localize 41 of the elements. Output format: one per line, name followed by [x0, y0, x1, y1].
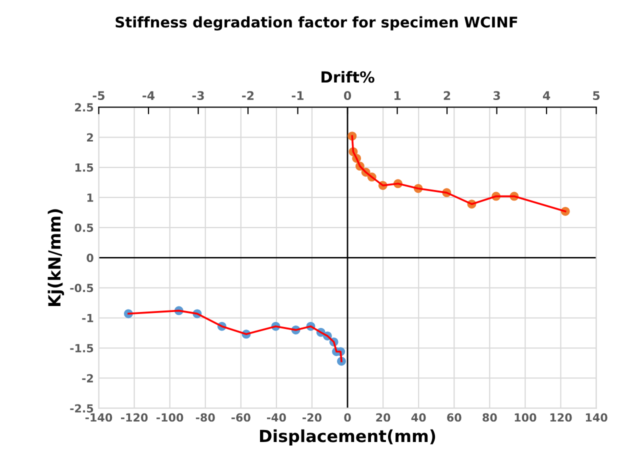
- x-tick-label: 20: [376, 413, 390, 422]
- y-tick-label: 2: [87, 133, 93, 142]
- x2-tick-label: 4: [542, 91, 550, 100]
- x-tick-label: -20: [302, 413, 322, 422]
- x-tick-label: 80: [482, 413, 497, 422]
- y-tick-label: -2.5: [70, 404, 94, 413]
- y-tick-label: 0: [86, 254, 94, 262]
- x2-tick-label: 1: [394, 91, 401, 100]
- y-tick-label: -1: [82, 314, 94, 322]
- x2-tick-label: -2: [242, 91, 254, 100]
- x2-tick-label: -1: [292, 91, 304, 100]
- x-tick-label: -140: [85, 413, 112, 422]
- x-tick-label: -100: [156, 413, 184, 422]
- y-axis-title: Kj(kN/mm): [48, 209, 64, 306]
- x-tick-label: 0: [344, 413, 351, 422]
- x2-tick-label: 0: [344, 91, 352, 100]
- x-tick-label: -120: [120, 413, 148, 422]
- x-tick-label: -60: [231, 413, 250, 422]
- x2-tick-label: -4: [142, 91, 155, 100]
- y-tick-label: 1.5: [75, 164, 94, 172]
- x-tick-label: -40: [267, 413, 286, 422]
- y-tick-label: -1.5: [70, 344, 94, 352]
- x2-tick-label: 2: [444, 91, 450, 100]
- x-tick-label: 100: [514, 413, 536, 422]
- y-tick-label: 0.5: [74, 224, 94, 232]
- x-axis-title: Displacement(mm): [260, 429, 436, 446]
- x2-tick-label: 3: [493, 91, 500, 100]
- x2-tick-label: -3: [192, 91, 204, 100]
- x2-axis-title: Drift%: [322, 70, 374, 83]
- x-tick-label: -80: [196, 413, 215, 422]
- x2-tick-label: -5: [92, 91, 104, 100]
- x-tick-label: 40: [411, 413, 426, 422]
- x-tick-label: 120: [550, 413, 572, 422]
- chart-title: Stiffness degradation factor for specimen WCINF: [116, 16, 518, 31]
- x-tick-label: 60: [447, 413, 462, 422]
- y-tick-label: 1: [87, 194, 94, 202]
- y-tick-label: -2: [82, 374, 93, 382]
- x-tick-label: 140: [586, 413, 608, 422]
- x2-tick-label: 5: [593, 91, 600, 100]
- y-tick-label: 2.5: [75, 103, 94, 112]
- y-tick-label: -0.5: [70, 284, 94, 292]
